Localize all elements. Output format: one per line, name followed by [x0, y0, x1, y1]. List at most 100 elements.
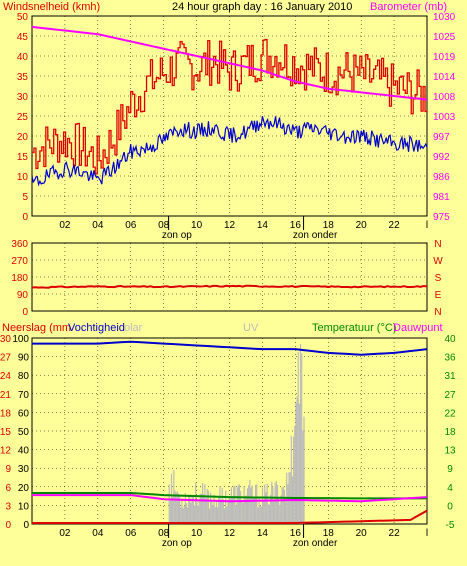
chart-title: 24 hour graph day : 16 January 2010 [172, 1, 352, 13]
x-tick-label: 08 [158, 528, 170, 539]
barometer-tick-label: 997 [433, 132, 450, 143]
humidity-tick-label: 100 [12, 334, 29, 345]
uv-axis-label: UV [243, 322, 259, 334]
solar-bar [238, 484, 241, 524]
rain-tick-label: 6 [5, 483, 11, 494]
barometer-tick-label: 1025 [433, 32, 456, 43]
barometer-axis-label: Barometer (mb) [370, 1, 447, 13]
x-tick-label: 18 [323, 528, 335, 539]
solar-bar [278, 498, 280, 524]
solar-bar [218, 498, 220, 524]
solar-bar [183, 505, 185, 524]
solar-bar [205, 498, 207, 524]
temperature-line [32, 492, 427, 500]
solar-bar [197, 505, 199, 524]
x-tick-label: 20 [356, 220, 368, 231]
x-tick-label: 12 [224, 528, 236, 539]
wind-tick-label: 0 [22, 212, 28, 223]
temperature-tick-label: 27 [444, 390, 456, 401]
solar-bar [283, 489, 286, 524]
solar-bar [187, 507, 189, 524]
solar-bar [175, 492, 177, 524]
rain-tick-label: 0 [5, 520, 11, 531]
wind-tick-label: 5 [22, 192, 28, 203]
solar-bar [293, 436, 295, 524]
x-tick-label: 12 [224, 220, 236, 231]
sunset-label: zon onder [293, 538, 338, 549]
barometer-tick-label: 1008 [433, 92, 456, 103]
temperature-tick-label: 22 [444, 408, 456, 419]
solar-bar [284, 497, 287, 524]
x-tick-label: 02 [59, 528, 71, 539]
solar-bar [297, 351, 299, 524]
solar-bar [228, 497, 230, 524]
solar-axis-label: olar [124, 322, 143, 334]
solar-bar [202, 483, 204, 524]
humidity-tick-label: 90 [18, 353, 30, 364]
direction-tick-label: 180 [11, 273, 28, 284]
solar-bar [231, 497, 234, 524]
x-tick-label: l [426, 220, 428, 231]
solar-bar [260, 506, 262, 524]
wind-tick-label: 25 [17, 112, 29, 123]
solar-bar [255, 484, 257, 524]
rain-tick-label: 24 [0, 371, 11, 382]
rain-tick-label: 18 [0, 408, 11, 419]
x-tick-label: 16 [290, 528, 302, 539]
temperature-tick-label: -5 [446, 520, 455, 531]
barometer-tick-label: 986 [433, 172, 450, 183]
barometer-tick-label: 975 [433, 212, 450, 223]
solar-bar [264, 484, 266, 524]
rain-tick-label: 30 [0, 334, 11, 345]
sunrise-label: zon op [162, 230, 192, 241]
humidity-tick-label: 20 [18, 483, 30, 494]
x-tick-label: 04 [92, 220, 104, 231]
temperature-tick-label: 31 [444, 371, 456, 382]
chart-marks [31, 25, 428, 524]
rain-tick-label: 15 [0, 427, 11, 438]
solar-bar [227, 499, 229, 524]
solar-bar [200, 493, 203, 524]
solar-bar [296, 396, 298, 524]
solar-bar [241, 501, 243, 524]
x-tick-label: 08 [158, 220, 170, 231]
panel-direction-frame [31, 242, 428, 312]
barometer-tick-label: 1030 [433, 12, 456, 23]
solar-bar [256, 484, 258, 524]
rain-tick-label: 9 [5, 464, 11, 475]
solar-bar [298, 403, 300, 524]
solar-bar [301, 353, 303, 524]
solar-bar [234, 485, 236, 524]
solar-bar [236, 487, 238, 524]
solar-bar [303, 416, 305, 524]
solar-bar [182, 508, 184, 524]
solar-bar [250, 487, 252, 524]
solar-bar [189, 494, 191, 524]
solar-bar [203, 493, 205, 524]
solar-bar [210, 492, 212, 524]
wind-tick-label: 50 [17, 12, 29, 23]
solar-bar [207, 490, 209, 524]
solar-bar [211, 501, 213, 524]
solar-bar [226, 506, 228, 524]
humidity-tick-label: 30 [18, 464, 30, 475]
solar-bar [196, 499, 198, 524]
solar-bar [219, 486, 221, 524]
wind-tick-label: 15 [17, 152, 29, 163]
compass-letter: S [435, 273, 442, 284]
x-tick-label: 14 [257, 528, 269, 539]
solar-bar [192, 496, 194, 524]
x-tick-label: 16 [290, 220, 302, 231]
solar-bar [215, 500, 218, 524]
solar-bar [195, 482, 197, 524]
x-tick-label: 18 [323, 220, 335, 231]
solar-bar [248, 485, 250, 524]
humidity-tick-label: 0 [23, 520, 29, 531]
wind-tick-label: 40 [17, 52, 29, 63]
solar-bar [249, 479, 251, 524]
solar-bar [252, 497, 254, 524]
solar-bar [168, 484, 170, 524]
temperature-tick-label: 4 [447, 483, 453, 494]
barometer-line [31, 25, 428, 101]
